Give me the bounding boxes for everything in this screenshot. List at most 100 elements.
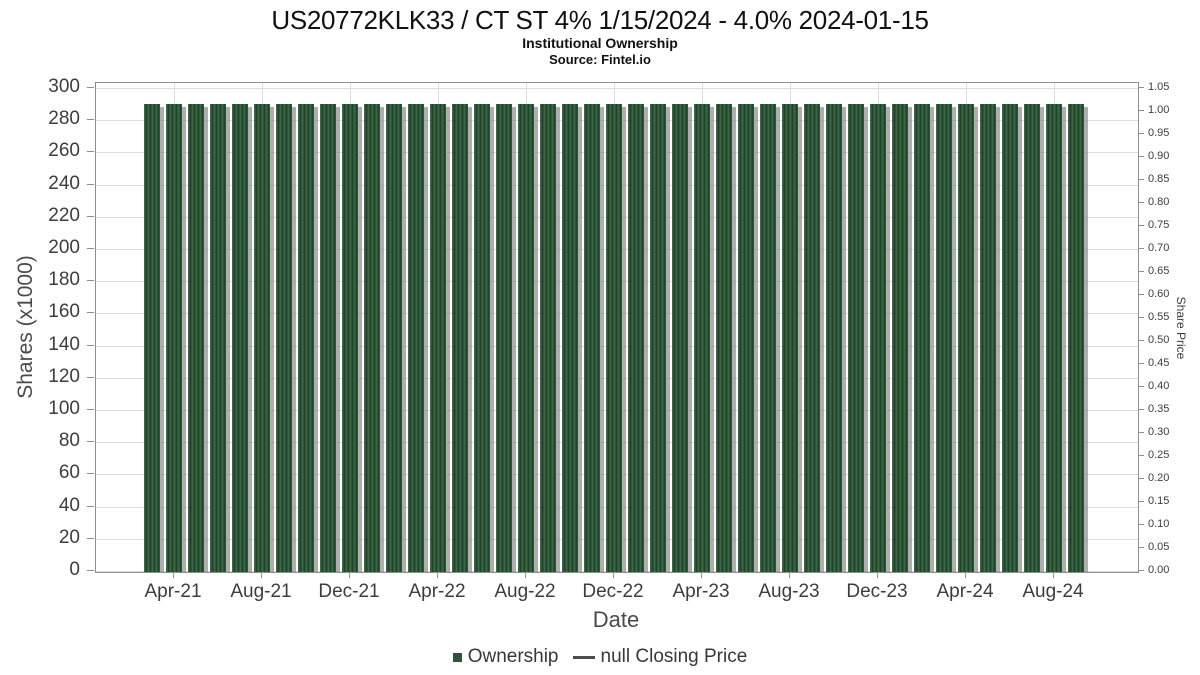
y-right-tick xyxy=(1138,340,1144,341)
x-tick xyxy=(261,572,262,578)
x-axis-title: Date xyxy=(592,607,640,632)
y-right-tick-label: 0.55 xyxy=(1148,311,1170,323)
y-right-tick xyxy=(1138,386,1144,387)
ownership-bar xyxy=(1002,104,1018,572)
ownership-bar xyxy=(496,104,512,572)
y-left-tick-label: 40 xyxy=(58,494,80,516)
x-tick xyxy=(613,572,614,578)
y-right-tick xyxy=(1138,478,1144,479)
chart-source: Source: Fintel.io xyxy=(549,52,651,67)
y-right-tick xyxy=(1138,271,1144,272)
ownership-bar xyxy=(650,104,666,572)
legend-item-ownership: Ownership xyxy=(452,646,559,668)
y-right-tick-label: 0.15 xyxy=(1148,495,1170,507)
ownership-bar xyxy=(584,104,600,572)
x-tick-label: Aug-21 xyxy=(230,581,292,602)
y-right-tick-label: 1.05 xyxy=(1148,81,1170,93)
y-right-tick-label: 0.75 xyxy=(1148,219,1170,231)
ownership-bar xyxy=(870,104,886,572)
ownership-bar xyxy=(518,104,534,572)
ownership-bar xyxy=(694,104,710,572)
ownership-bar xyxy=(452,104,468,572)
x-tick-label: Aug-23 xyxy=(758,581,820,602)
ownership-bar xyxy=(320,104,336,572)
y-right-tick xyxy=(1138,248,1144,249)
y-right-tick-label: 0.10 xyxy=(1148,518,1170,530)
ownership-bar xyxy=(232,104,248,572)
y-right-tick xyxy=(1138,432,1144,433)
y-right-tick-label: 0.65 xyxy=(1148,265,1170,277)
y-right-tick xyxy=(1138,501,1144,502)
y-left-tick-label: 20 xyxy=(58,526,80,548)
y-left-tick-label: 300 xyxy=(48,76,80,97)
x-tick xyxy=(701,572,702,578)
x-tick-label: Dec-22 xyxy=(582,581,644,602)
y-left-tick xyxy=(87,151,94,153)
x-tick-label: Apr-21 xyxy=(144,581,202,602)
y-left-tick xyxy=(87,183,94,185)
y-left-tick-label: 120 xyxy=(48,365,80,387)
ownership-bar xyxy=(474,104,490,572)
y-left-tick xyxy=(87,312,94,314)
x-tick-label: Apr-22 xyxy=(408,581,466,602)
ownership-bar xyxy=(210,104,226,572)
ownership-bar xyxy=(540,104,556,572)
legend-label-closing-price: null Closing Price xyxy=(600,646,748,667)
y-right-tick-label: 0.35 xyxy=(1148,403,1170,415)
ownership-bar xyxy=(936,104,952,572)
x-tick xyxy=(349,572,350,578)
ownership-bar xyxy=(430,104,446,572)
x-tick xyxy=(525,572,526,578)
y-right-tick xyxy=(1138,547,1144,548)
y-right-tick-label: 0.20 xyxy=(1148,472,1170,484)
ownership-bar xyxy=(1024,104,1040,572)
ownership-bar xyxy=(188,104,204,572)
y-right-tick-label: 0.80 xyxy=(1148,196,1170,208)
y-left-tick xyxy=(87,409,94,410)
ownership-bar xyxy=(826,104,842,572)
closing-price-line-swatch-icon xyxy=(572,655,595,659)
ownership-bar xyxy=(144,104,160,572)
y-right-tick xyxy=(1138,294,1144,295)
plot-area xyxy=(95,82,1139,573)
chart-legend: Ownership null Closing Price xyxy=(0,646,1200,668)
y-right-tick-label: 0.50 xyxy=(1148,334,1170,346)
y-left-tick-label: 80 xyxy=(58,430,80,452)
x-tick xyxy=(1053,572,1054,578)
y-left-tick xyxy=(87,505,94,507)
ownership-square-swatch-icon xyxy=(452,652,462,662)
y-left-tick xyxy=(87,344,94,346)
x-tick-label: Aug-24 xyxy=(1022,581,1084,602)
ownership-bar xyxy=(672,104,688,572)
x-tick xyxy=(877,572,878,578)
y-left-tick xyxy=(87,537,94,539)
ownership-bar xyxy=(1068,104,1084,572)
gridline-h xyxy=(96,88,1138,89)
y-left-tick xyxy=(87,570,94,571)
ownership-bar xyxy=(914,104,930,572)
ownership-bar xyxy=(606,104,622,572)
ownership-bar xyxy=(298,104,314,572)
ownership-bar xyxy=(892,104,908,572)
y-right-tick xyxy=(1138,156,1144,157)
legend-item-closing-price: null Closing Price xyxy=(572,646,748,668)
y-right-tick xyxy=(1138,87,1144,88)
x-tick xyxy=(437,572,438,578)
y-right-tick xyxy=(1138,110,1144,111)
y-right-tick-label: 0.40 xyxy=(1148,380,1170,392)
x-tick xyxy=(965,572,966,578)
y-right-tick-label: 0.70 xyxy=(1148,242,1170,254)
y-left-tick-label: 280 xyxy=(48,108,80,130)
y-left-tick-label: 180 xyxy=(48,269,80,291)
y-right-tick xyxy=(1138,225,1144,226)
x-tick xyxy=(173,572,174,578)
y-right-tick xyxy=(1138,317,1144,318)
chart-subtitle: Institutional Ownership xyxy=(522,35,678,51)
y-left-tick xyxy=(87,215,94,217)
y-left-tick xyxy=(87,473,94,475)
ownership-bar xyxy=(562,104,578,572)
y-left-tick-label: 160 xyxy=(48,301,80,323)
y-right-tick xyxy=(1138,570,1144,571)
y-right-tick-label: 0.30 xyxy=(1148,426,1170,438)
